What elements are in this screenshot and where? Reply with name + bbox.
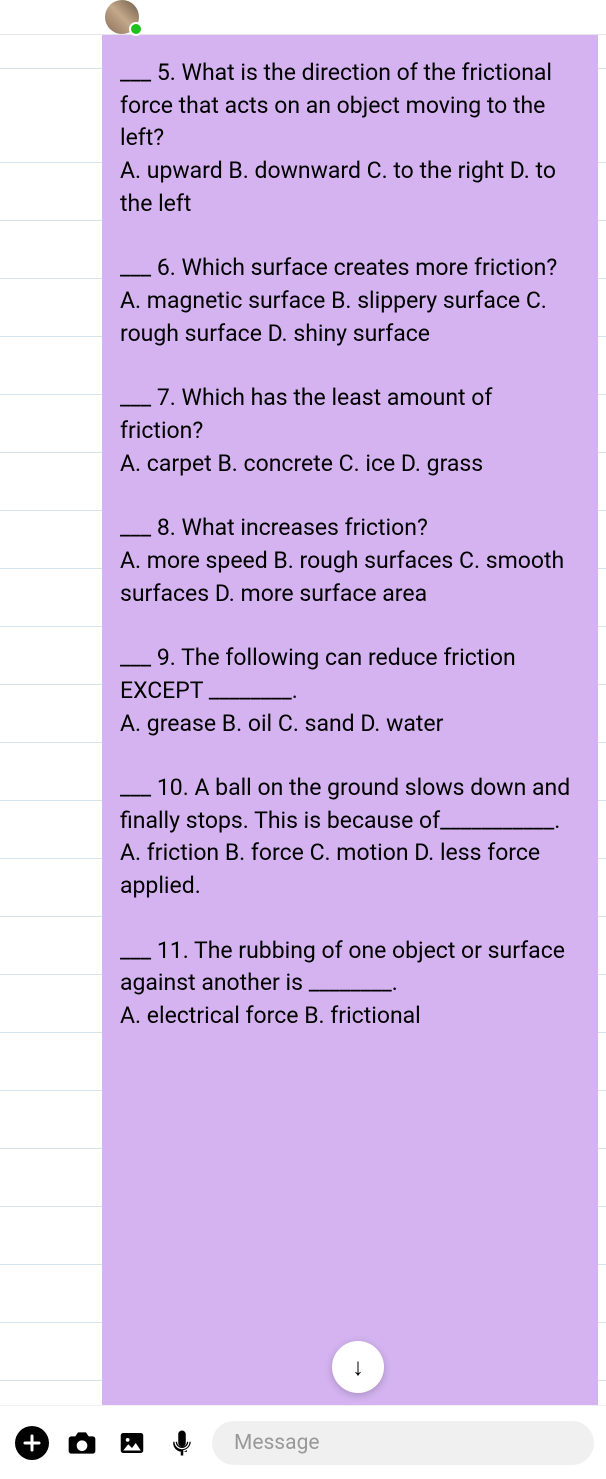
arrow-down-icon: ↓: [352, 1353, 364, 1382]
question-11: ___ 11. The rubbing of one object or sur…: [120, 935, 580, 1033]
gallery-button[interactable]: [112, 1423, 152, 1463]
camera-icon: [66, 1427, 98, 1459]
question-text: ___ 11. The rubbing of one object or sur…: [120, 935, 580, 1000]
online-status-dot: [129, 22, 143, 36]
add-button[interactable]: [12, 1423, 52, 1463]
message-placeholder: Message: [234, 1431, 320, 1455]
gallery-icon: [117, 1428, 147, 1458]
question-8: ___ 8. What increases friction? A. more …: [120, 512, 580, 610]
question-text: ___ 9. The following can reduce friction…: [120, 642, 580, 707]
question-choices: A. electrical force B. frictional: [120, 1000, 580, 1033]
plus-icon: [15, 1426, 49, 1460]
question-text: ___ 10. A ball on the ground slows down …: [120, 772, 580, 837]
question-text: ___ 7. Which has the least amount of fri…: [120, 382, 580, 447]
chat-header: [0, 0, 606, 35]
notebook-left-margin: [0, 35, 102, 1405]
question-choices: A. grease B. oil C. sand D. water: [120, 708, 580, 741]
scroll-down-button[interactable]: ↓: [332, 1341, 384, 1393]
question-5: ___ 5. What is the direction of the fric…: [120, 57, 580, 220]
question-choices: A. magnetic surface B. slippery surface …: [120, 285, 580, 350]
bottom-bar: Message: [0, 1405, 606, 1479]
question-choices: A. carpet B. concrete C. ice D. grass: [120, 448, 580, 481]
question-7: ___ 7. Which has the least amount of fri…: [120, 382, 580, 480]
question-6: ___ 6. Which surface creates more fricti…: [120, 252, 580, 350]
question-choices: A. more speed B. rough surfaces C. smoot…: [120, 545, 580, 610]
question-text: ___ 6. Which surface creates more fricti…: [120, 252, 580, 285]
question-choices: A. friction B. force C. motion D. less f…: [120, 837, 580, 902]
notebook-right-margin: [598, 35, 606, 1405]
mic-icon: [167, 1428, 197, 1458]
mic-button[interactable]: [162, 1423, 202, 1463]
camera-button[interactable]: [62, 1423, 102, 1463]
question-9: ___ 9. The following can reduce friction…: [120, 642, 580, 740]
message-input[interactable]: Message: [212, 1421, 594, 1465]
content-area: ___ 5. What is the direction of the fric…: [0, 35, 606, 1405]
question-text: ___ 8. What increases friction?: [120, 512, 580, 545]
avatar[interactable]: [105, 0, 139, 34]
question-10: ___ 10. A ball on the ground slows down …: [120, 772, 580, 903]
question-choices: A. upward B. downward C. to the right D.…: [120, 155, 580, 220]
question-text: ___ 5. What is the direction of the fric…: [120, 57, 580, 155]
message-bubble: ___ 5. What is the direction of the fric…: [102, 35, 598, 1405]
